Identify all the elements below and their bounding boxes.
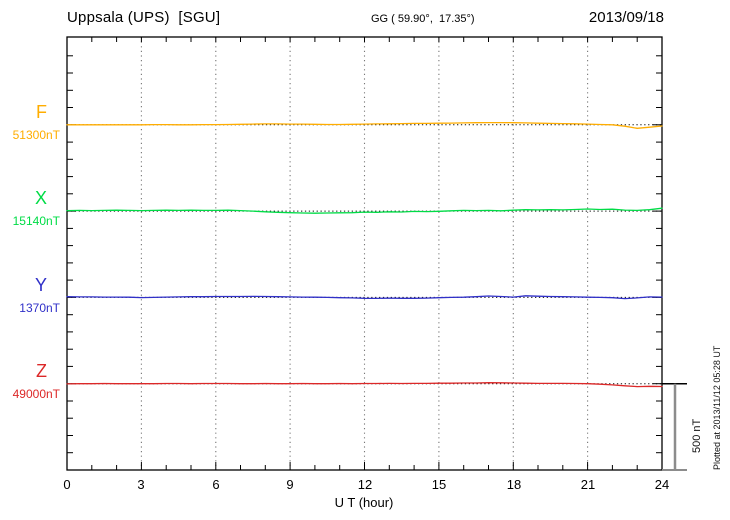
series-letter-Z: Z xyxy=(36,361,47,381)
series-baseline-Y: 1370nT xyxy=(0,302,60,314)
x-axis-title: U T (hour) xyxy=(334,495,394,510)
series-letter-F: F xyxy=(36,102,47,122)
series-baseline-value-Y: 1370nT xyxy=(19,301,60,315)
series-Z-curve xyxy=(66,382,663,388)
series-baseline-F: 51300nT xyxy=(0,129,60,141)
x-tick-label-24: 24 xyxy=(654,477,670,492)
x-tick-label-12: 12 xyxy=(357,477,373,492)
date-label: 2013/09/18 xyxy=(588,9,664,26)
series-letter-Y: Y xyxy=(34,275,47,295)
series-label-Y: Y xyxy=(0,276,60,294)
x-tick-label-15: 15 xyxy=(431,477,447,492)
geographic-coords-label: GG ( 59.90°, 17.35°) xyxy=(371,13,475,25)
series-baseline-X: 15140nT xyxy=(0,215,60,227)
x-tick-label-18: 18 xyxy=(506,477,522,492)
series-baseline-value-Z: 49000nT xyxy=(12,387,60,401)
series-letter-X: X xyxy=(34,188,47,208)
series-X-curve xyxy=(66,207,663,214)
series-label-X: X xyxy=(0,189,60,207)
series-Y-curve xyxy=(66,295,663,300)
plot-frame xyxy=(66,36,663,471)
x-tick-label-9: 9 xyxy=(286,477,294,492)
x-tick-label-3: 3 xyxy=(137,477,145,492)
scalebar-label: 500 nT xyxy=(691,418,703,453)
plotted-at-note: Plotted at 2013/11/12 05:28 UT xyxy=(712,345,722,470)
station-title: Uppsala (UPS) [SGU] xyxy=(67,9,221,26)
x-tick-label-0: 0 xyxy=(63,477,71,492)
series-baseline-value-F: 51300nT xyxy=(12,128,60,142)
x-tick-label-6: 6 xyxy=(212,477,220,492)
x-tick-label-21: 21 xyxy=(580,477,596,492)
series-baseline-value-X: 15140nT xyxy=(12,214,60,228)
series-F-curve xyxy=(66,121,663,129)
series-label-F: F xyxy=(0,103,60,121)
series-baseline-Z: 49000nT xyxy=(0,388,60,400)
series-label-Z: Z xyxy=(0,362,60,380)
